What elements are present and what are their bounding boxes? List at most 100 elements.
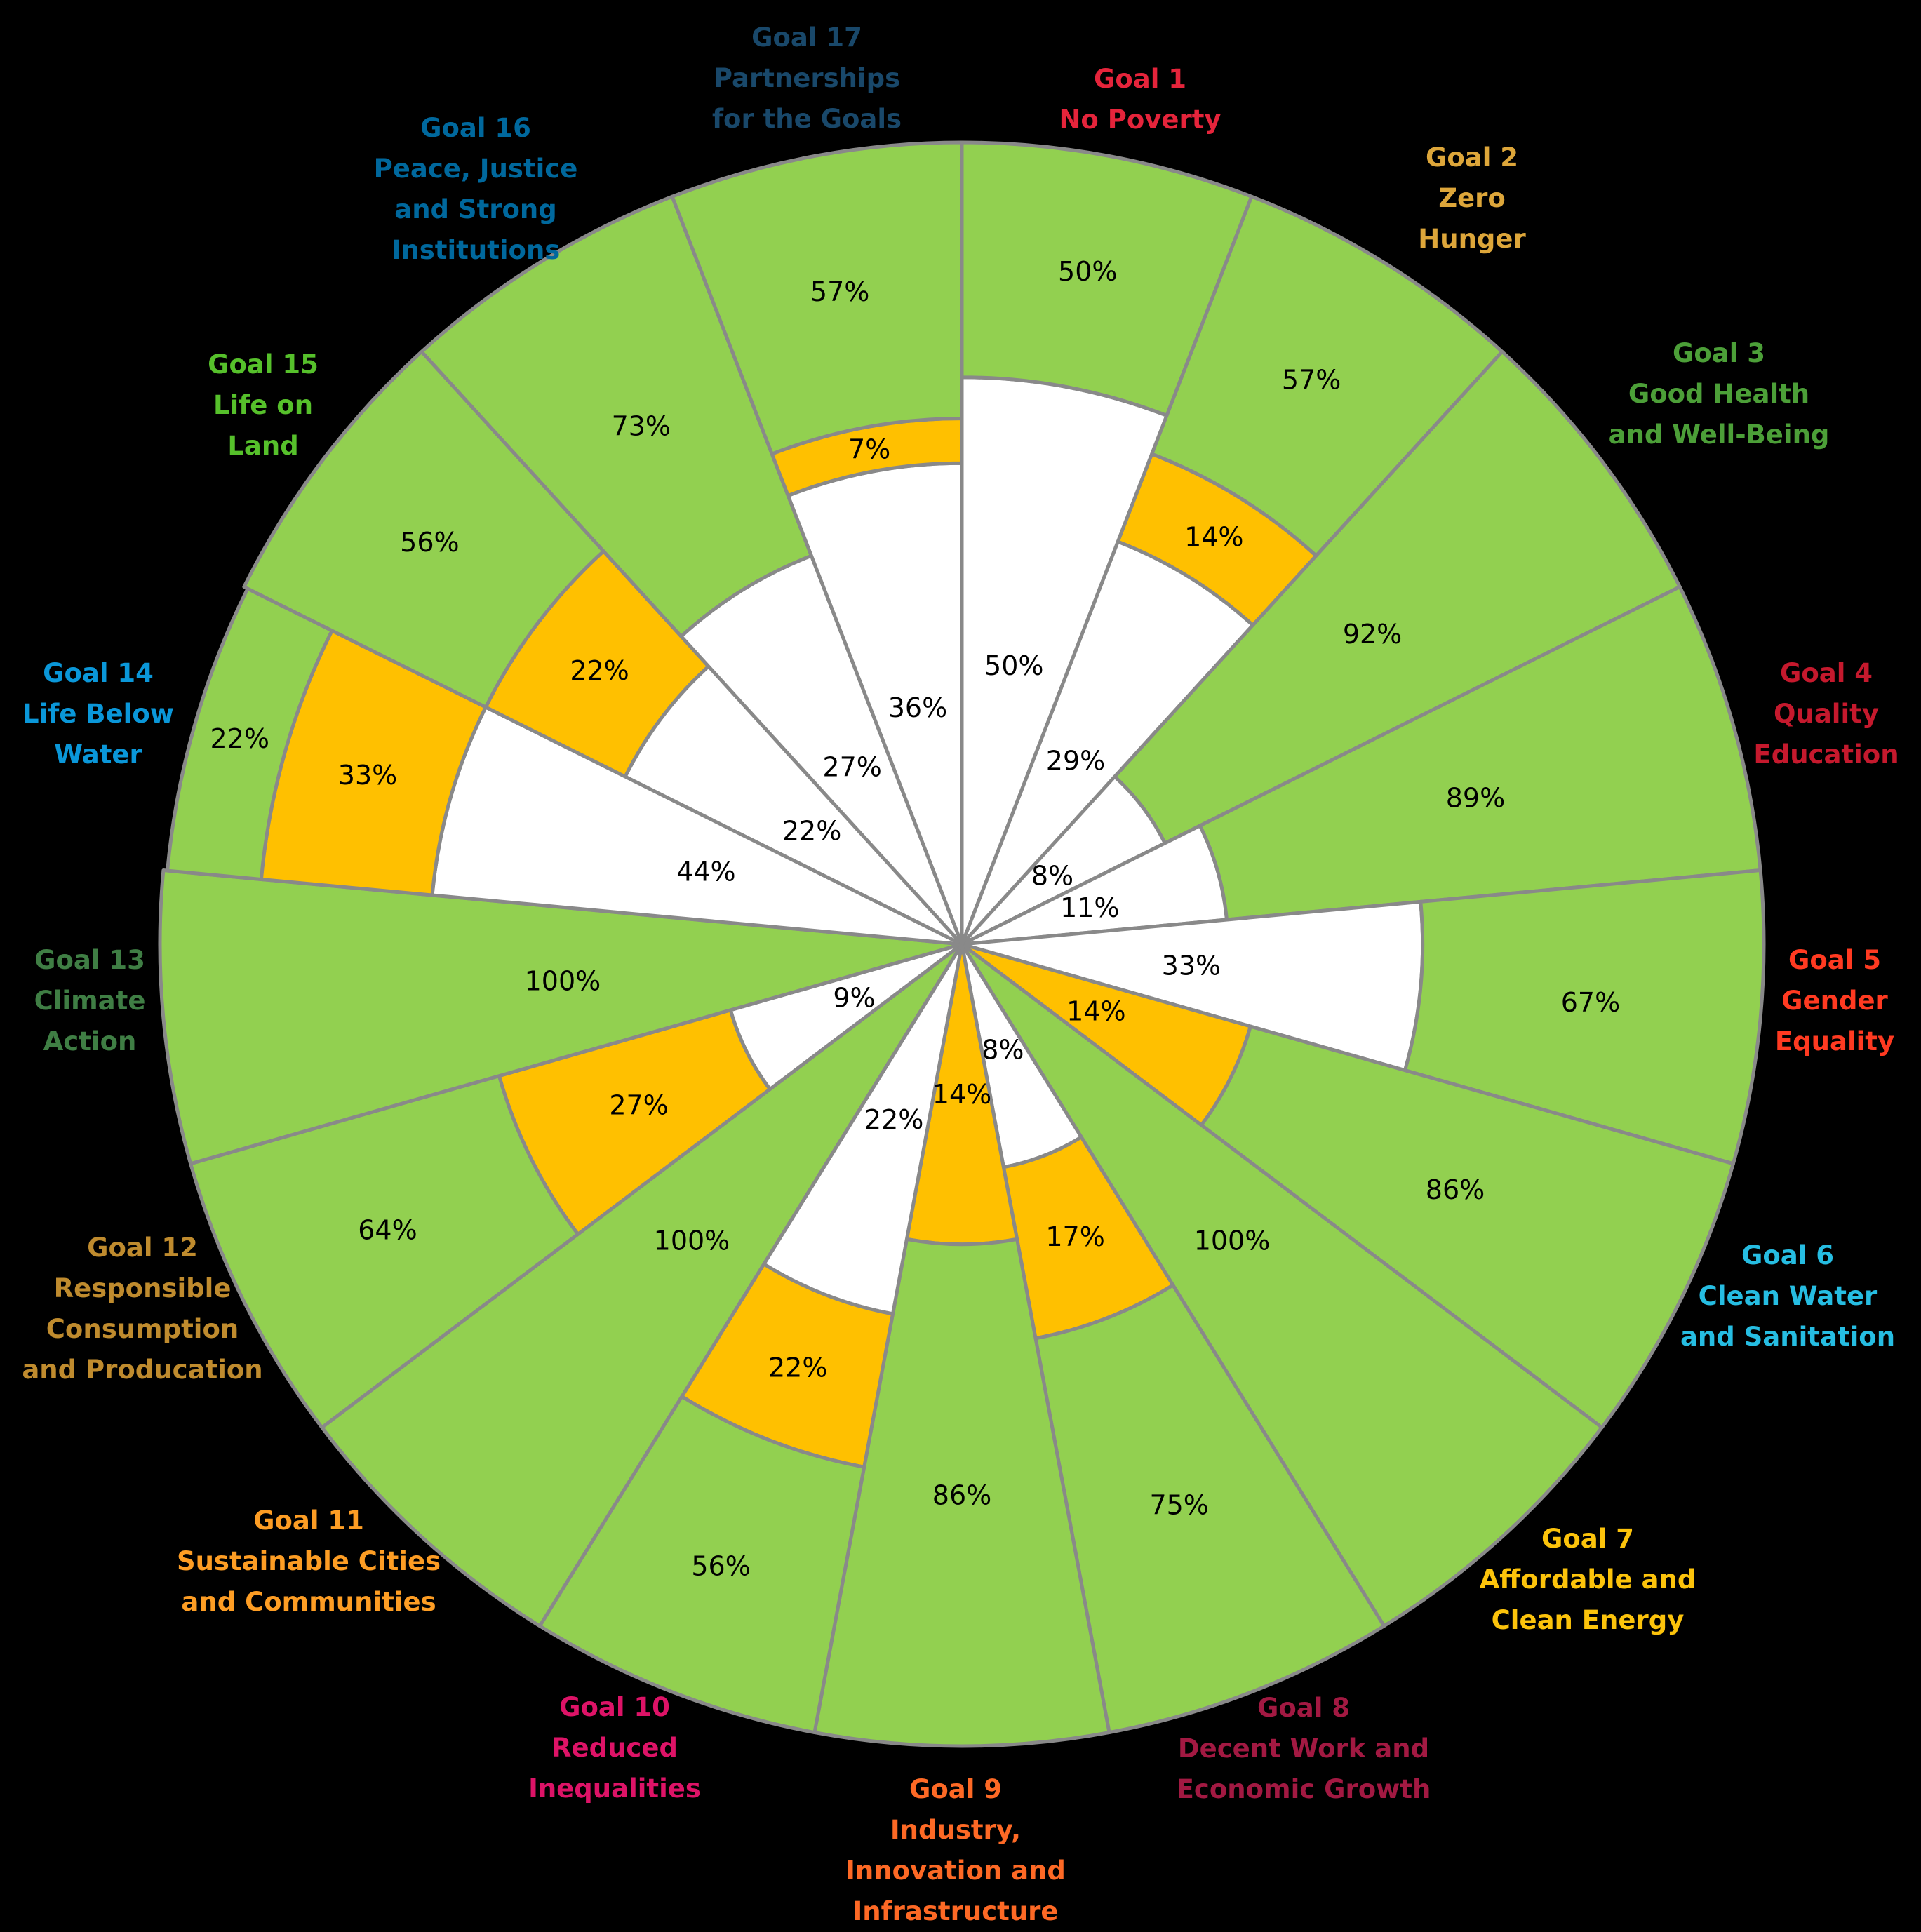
value-label: 7% (848, 434, 890, 465)
value-label: 33% (338, 760, 397, 791)
goal-number: Goal 1 (1093, 64, 1187, 94)
goal-title-line: Responsible (53, 1273, 232, 1303)
value-label: 86% (1426, 1174, 1485, 1205)
goal-title-line: and Sanitation (1680, 1322, 1896, 1352)
goal-number: Goal 5 (1788, 945, 1882, 975)
goal-number: Goal 4 (1779, 658, 1873, 688)
value-label: 8% (1031, 861, 1073, 892)
goal-title-line: Infrastructure (852, 1896, 1059, 1926)
value-label: 22% (782, 815, 841, 846)
value-label: 56% (691, 1550, 750, 1581)
goal-title-line: and Producation (22, 1355, 263, 1385)
value-label: 89% (1446, 783, 1505, 814)
goal-title-line: Quality (1774, 699, 1879, 729)
goal-title-line: Affordable and (1479, 1564, 1696, 1595)
goal-title-line: Action (43, 1026, 137, 1056)
goal-title-line: Life Below (22, 699, 174, 729)
goal-label: Goal 5 Gender Equality (1775, 940, 1894, 1062)
goal-title-line: for the Goals (711, 104, 902, 134)
goal-title-line: and Communities (181, 1587, 436, 1617)
goal-number: Goal 15 (208, 349, 319, 380)
goal-title-line: Water (54, 739, 142, 770)
value-label: 22% (210, 723, 269, 754)
value-label: 100% (1194, 1225, 1271, 1256)
goal-number: Goal 3 (1672, 338, 1766, 368)
value-label: 14% (932, 1079, 991, 1110)
goal-title-line: Hunger (1418, 224, 1526, 254)
sector-goal-6-green (1199, 1024, 1735, 1430)
value-label: 100% (654, 1225, 730, 1256)
goal-label: Goal 7 Affordable and Clean Energy (1480, 1519, 1696, 1641)
goal-number: Goal 7 (1541, 1524, 1635, 1554)
value-label: 9% (833, 982, 875, 1013)
sector-goal-17-green (670, 140, 964, 456)
goal-title-line: Economic Growth (1176, 1774, 1431, 1804)
goal-title-line: and Well-Being (1608, 420, 1830, 450)
goal-title-line: Sustainable Cities (176, 1546, 441, 1576)
sector-goal-12-green (189, 1074, 580, 1430)
goal-label: Goal 6 Clean Water and Sanitation (1680, 1235, 1895, 1357)
goal-number: Goal 17 (751, 22, 862, 53)
value-label: 73% (612, 411, 671, 442)
goal-title-line: Life on (213, 390, 314, 420)
goal-title-line: Industry, (890, 1815, 1022, 1845)
goal-title-line: Education (1753, 739, 1899, 770)
value-label: 100% (525, 966, 601, 997)
goal-label: Goal 12 Responsible Consumption and Produca… (22, 1228, 262, 1390)
goal-number: Goal 12 (87, 1233, 198, 1263)
value-label: 57% (1282, 364, 1341, 395)
value-label: 14% (1184, 522, 1243, 553)
goal-label: Goal 10 Reduced Inequalities (528, 1687, 701, 1809)
goal-label: Goal 2 Zero Hunger (1418, 137, 1525, 260)
value-label: 14% (1066, 995, 1125, 1026)
goal-number: Goal 6 (1741, 1240, 1835, 1270)
goal-title-line: Equality (1774, 1026, 1895, 1056)
goal-title-line: Clean Water (1698, 1281, 1878, 1311)
goal-number: Goal 9 (909, 1774, 1003, 1804)
sector-goal-9-green (812, 1237, 1111, 1748)
goal-label: Goal 15 Life on Land (208, 344, 319, 467)
goal-label: Goal 14 Life Below Water (22, 653, 174, 775)
value-label: 22% (864, 1104, 923, 1135)
value-label: 50% (1058, 256, 1117, 287)
value-label: 50% (984, 650, 1043, 681)
goal-title-line: Land (227, 431, 299, 461)
goal-label: Goal 16 Peace, Justice and Strong Instituti… (374, 108, 578, 271)
value-label: 11% (1060, 892, 1119, 923)
value-label: 57% (810, 276, 869, 307)
sector-goal-8-green (1033, 1283, 1386, 1735)
goal-number: Goal 16 (420, 113, 531, 143)
sector-goal-3-green (1113, 349, 1682, 845)
value-label: 22% (570, 655, 629, 686)
value-label: 64% (358, 1215, 417, 1246)
goal-title-line: Peace, Justice (373, 154, 578, 184)
goal-number: Goal 13 (34, 945, 145, 975)
sector-goal-13-green (158, 868, 964, 1166)
goal-label: Goal 1 No Poverty (1059, 59, 1221, 140)
goal-label: Goal 3 Good Health and Well-Being (1609, 333, 1830, 455)
value-label: 56% (400, 527, 459, 558)
goal-label: Goal 9 Industry, Innovation and Infrastruct… (845, 1769, 1066, 1932)
goal-title-line: Inequalities (528, 1773, 701, 1804)
value-label: 86% (932, 1480, 991, 1510)
value-label: 22% (768, 1352, 827, 1383)
goal-title-line: Reduced (551, 1733, 678, 1763)
sector-goal-11-green (320, 942, 964, 1628)
goal-title-line: Decent Work and (1177, 1733, 1430, 1764)
goal-label: Goal 11 Sustainable Cities and Communities (177, 1501, 441, 1623)
sector-goal-5-green (1403, 868, 1766, 1166)
value-label: 27% (609, 1089, 668, 1120)
goal-label: Goal 4 Quality Education (1753, 653, 1899, 775)
value-label: 36% (888, 692, 947, 723)
value-label: 44% (676, 856, 735, 887)
goal-title-line: Institutions (391, 235, 561, 265)
goal-title-line: No Poverty (1059, 105, 1221, 135)
value-label: 27% (822, 752, 881, 783)
goal-title-line: Consumption (46, 1314, 239, 1344)
goal-label: Goal 13 Climate Action (34, 940, 146, 1062)
goal-number: Goal 14 (43, 658, 154, 688)
value-label: 8% (982, 1035, 1024, 1066)
value-label: 29% (1046, 745, 1105, 776)
goal-title-line: Climate (34, 986, 146, 1016)
